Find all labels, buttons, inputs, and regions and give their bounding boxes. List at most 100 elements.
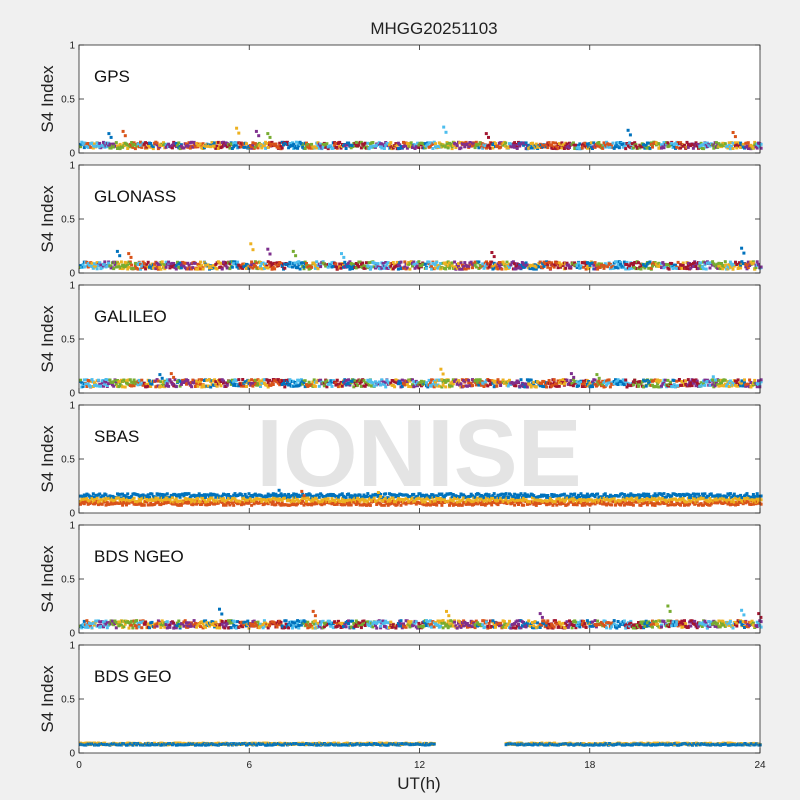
data-point (702, 494, 706, 498)
data-point (381, 380, 385, 384)
data-point (405, 266, 409, 270)
data-point (338, 382, 342, 386)
data-point (265, 142, 269, 145)
data-point (150, 382, 154, 386)
data-point (500, 267, 504, 271)
data-point (726, 383, 730, 386)
data-point (708, 144, 712, 148)
data-point (94, 493, 98, 497)
data-point (597, 262, 601, 266)
data-point (488, 499, 492, 503)
data-point (375, 503, 379, 506)
data-point (206, 497, 210, 501)
data-point (123, 501, 127, 505)
data-point (417, 266, 421, 270)
data-point (96, 624, 100, 627)
data-point (114, 141, 118, 145)
data-point (79, 264, 82, 268)
data-point (435, 503, 439, 507)
data-point (389, 381, 393, 385)
data-point (250, 146, 254, 150)
data-point (495, 382, 499, 386)
data-point (430, 267, 434, 271)
data-point (522, 503, 526, 507)
y-tick-label: 0.5 (61, 215, 75, 226)
data-point (279, 503, 283, 507)
data-point (579, 380, 583, 384)
data-point (444, 267, 448, 271)
data-point (585, 499, 589, 503)
data-point (450, 380, 454, 384)
data-point (183, 261, 187, 265)
data-point (532, 380, 536, 384)
data-point (551, 495, 555, 498)
data-point (556, 379, 560, 383)
data-point (492, 255, 496, 259)
data-point (519, 492, 523, 496)
data-point (313, 384, 317, 388)
data-point (638, 265, 642, 269)
data-point (167, 384, 171, 388)
data-point (94, 619, 98, 623)
data-point (94, 265, 98, 269)
data-point (753, 498, 757, 502)
data-point (454, 497, 458, 501)
data-point (462, 384, 466, 388)
data-point (202, 493, 206, 497)
data-point (363, 266, 367, 270)
y-axis-label: S4 Index (38, 185, 57, 253)
data-point (506, 384, 510, 388)
data-point (714, 378, 717, 382)
data-point (532, 502, 536, 506)
data-point (583, 503, 587, 507)
data-point (514, 381, 518, 385)
data-point (674, 497, 677, 501)
panel-label: GALILEO (94, 307, 167, 326)
data-point (619, 261, 623, 264)
data-point (492, 492, 496, 496)
data-point (697, 266, 700, 270)
data-point (459, 382, 463, 386)
data-point (431, 382, 435, 386)
data-point (602, 381, 606, 385)
data-point (528, 494, 532, 498)
data-point (658, 379, 662, 383)
data-point (520, 499, 524, 503)
data-point (315, 260, 319, 264)
data-point (158, 265, 162, 269)
data-point (444, 130, 448, 134)
data-point (230, 378, 234, 382)
data-point (109, 264, 113, 268)
data-point (736, 384, 740, 388)
data-point (517, 496, 520, 500)
data-point (593, 261, 597, 265)
data-point (151, 145, 155, 149)
data-point (554, 500, 557, 504)
data-point (384, 264, 388, 268)
data-point (130, 263, 134, 267)
data-point (645, 494, 649, 498)
data-point (197, 262, 201, 266)
data-point (619, 262, 623, 266)
data-point (248, 265, 252, 269)
data-point (556, 499, 560, 503)
data-point (389, 499, 393, 503)
data-point (251, 141, 255, 145)
data-point (319, 500, 323, 504)
data-point (703, 141, 707, 145)
data-point (173, 378, 177, 382)
data-point (220, 145, 224, 149)
data-point (423, 495, 427, 499)
data-point (485, 260, 488, 264)
data-point (554, 263, 557, 267)
data-point (422, 380, 426, 384)
data-point (105, 384, 109, 387)
data-point (467, 266, 471, 270)
data-point (458, 502, 462, 506)
data-point (362, 264, 366, 268)
data-point (319, 142, 323, 146)
data-point (348, 501, 352, 505)
data-point (169, 493, 173, 497)
data-point (690, 384, 694, 388)
data-point (291, 494, 294, 498)
